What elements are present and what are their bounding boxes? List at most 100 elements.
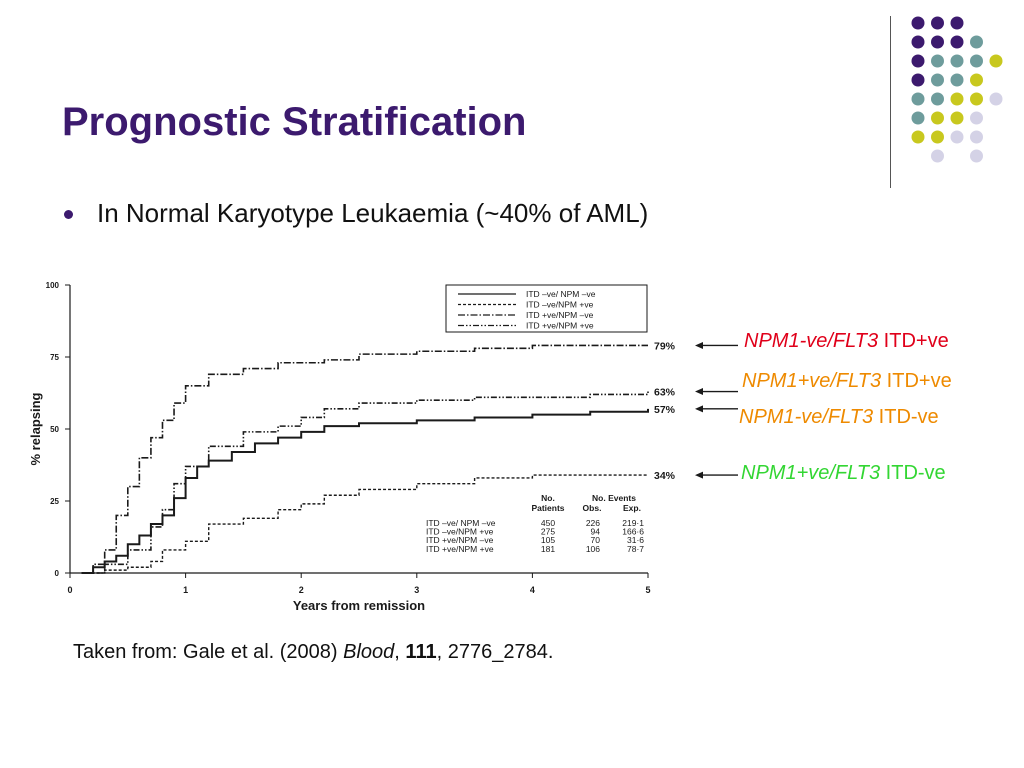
table-cell-obs: 70 [591,535,601,545]
y-tick-label: 50 [50,425,59,434]
decorative-dot [931,92,944,106]
callout-gene-label: NPM1-ve/FLT3 [744,330,879,352]
decorative-dot [911,130,925,144]
table-cell-exp: 78·7 [627,544,644,554]
callout-itd-label: ITD-ve [873,406,939,428]
series-end-label: 79% [654,340,676,352]
decorative-dot [931,149,944,163]
table-row-label: ITD +ve/NPM +ve [426,544,494,554]
x-axis-label: Years from remission [293,598,425,613]
callout-arrow-head [695,471,703,479]
decorative-dot [931,111,944,125]
legend-label: ITD +ve/NPM –ve [526,310,594,320]
callout-arrow-head [695,405,703,413]
callout-npm1pos-itdneg: NPM1+ve/FLT3 ITD-ve [741,462,946,485]
decorative-dot [931,73,944,87]
series-end-label: 57% [654,404,676,416]
decorative-dot [950,92,964,106]
decorative-dot [950,35,964,49]
x-tick-label: 0 [67,585,72,595]
y-tick-label: 100 [46,281,60,290]
decorative-dot [950,73,964,87]
legend-box [445,284,648,333]
decorative-dot [950,16,964,30]
table-header-2: Exp. [623,503,641,513]
bullet-item: In Normal Karyotype Leukaemia (~40% of A… [64,198,648,229]
decorative-dot [931,130,944,144]
callout-arrow-head [695,341,703,349]
callout-npm1pos-itdpos: NPM1+ve/FLT3 ITD+ve [742,370,952,393]
citation-volume: 111 [405,641,437,663]
y-tick-label: 0 [55,569,60,578]
decorative-dot-grid [911,16,1003,163]
series-line-2 [81,344,648,574]
table-cell-patients: 450 [541,518,555,528]
callout-itd-label: ITD+ve [881,370,952,392]
table-cell-exp: 31·6 [627,535,644,545]
citation-pages: , 2776_2784. [436,641,554,663]
legend-label: ITD –ve/NPM +ve [526,300,594,310]
x-tick-label: 3 [414,585,419,595]
table-header-events: No. Events [592,493,636,503]
citation-prefix: Taken from: Gale et al. (2008) [73,641,344,663]
decorative-dot [970,54,983,68]
bullet-dot-icon [64,210,73,219]
decorative-dot [970,73,983,87]
decorative-dot [970,130,983,144]
decorative-dot [970,92,983,106]
callout-arrow-head [695,388,703,396]
series-end-label: 34% [654,470,676,482]
decorative-dot [931,16,944,30]
callout-itd-label: ITD-ve [880,462,946,484]
citation: Taken from: Gale et al. (2008) Blood, 11… [73,641,553,664]
legend-label: ITD +ve/NPM +ve [526,321,594,331]
x-tick-label: 2 [299,585,304,595]
table-row-label: ITD +ve/NPM –ve [426,535,494,545]
table-row-label: ITD –ve/NPM +ve [426,527,494,537]
table-cell-patients: 105 [541,535,555,545]
table-row-label: ITD –ve/ NPM –ve [426,518,496,528]
callout-gene-label: NPM1-ve/FLT3 [739,406,874,428]
decorative-dot [970,35,983,49]
table-cell-patients: 275 [541,527,555,537]
table-cell-exp: 219·1 [622,518,644,528]
series-line-1 [81,474,648,574]
x-tick-label: 4 [530,585,535,595]
table-header-1: Obs. [583,503,602,513]
series-line-0 [81,408,649,574]
decorative-dot [931,35,944,49]
citation-journal: Blood [343,641,395,663]
decorative-dot [950,54,964,68]
series-line-3 [81,391,649,574]
decorative-dot [911,35,925,49]
callout-gene-label: NPM1+ve/FLT3 [741,462,881,484]
callout-npm1neg-itdneg: NPM1-ve/FLT3 ITD-ve [739,406,939,429]
bullet-text: In Normal Karyotype Leukaemia (~40% of A… [97,198,649,228]
decorative-dot [911,92,925,106]
x-tick-label: 1 [183,585,188,595]
decorative-dot [989,92,1003,106]
decorative-dot [950,130,964,144]
table-cell-patients: 181 [541,544,555,554]
legend-label: ITD –ve/ NPM –ve [526,289,596,299]
decorative-dot [950,111,964,125]
decorative-dot [989,54,1003,68]
y-tick-label: 25 [50,497,59,506]
table-cell-obs: 106 [586,544,600,554]
slide-title: Prognostic Stratification [62,100,527,144]
table-header-0: Patients [531,503,564,513]
decorative-dot [911,73,925,87]
y-axis-label: % relapsing [28,392,43,465]
decorative-dot [970,149,983,163]
callout-itd-label: ITD+ve [878,330,949,352]
table-cell-exp: 166·6 [622,527,644,537]
callout-gene-label: NPM1+ve/FLT3 [742,370,882,392]
decorative-dot [931,54,944,68]
callout-npm1neg-itdpos: NPM1-ve/FLT3 ITD+ve [744,330,949,353]
decorative-dot [911,54,925,68]
table-cell-obs: 226 [586,518,600,528]
decorative-divider [890,16,891,188]
decorative-dot [911,111,925,125]
citation-separator: , [394,641,406,663]
